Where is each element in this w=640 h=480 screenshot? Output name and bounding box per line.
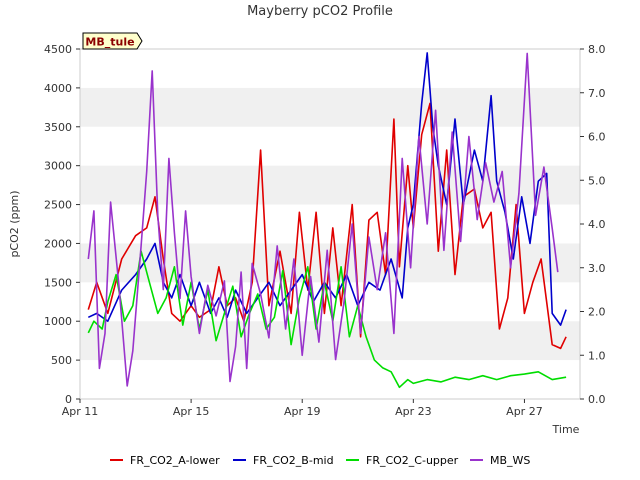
y2-tick-label: 1.0 — [588, 349, 606, 362]
series-layer — [87, 52, 567, 389]
y-tick-label: 1000 — [44, 315, 72, 328]
y2-tick-label: 4.0 — [588, 218, 606, 231]
y-tick-label: 2500 — [44, 199, 72, 212]
legend-label: FR_CO2_A-lower — [130, 454, 220, 467]
x-tick-label: Apr 15 — [173, 405, 210, 418]
y2-tick-label: 5.0 — [588, 174, 606, 187]
x-tick-label: Apr 11 — [62, 405, 99, 418]
y-tick-label: 0 — [65, 393, 72, 406]
x-axis-label: Time — [552, 423, 580, 436]
y2-tick-label: 0.0 — [588, 393, 606, 406]
chart-title: Mayberry pCO2 Profile — [247, 4, 393, 19]
site-badge-label: MB_tule — [85, 36, 134, 49]
y2-tick-label: 8.0 — [588, 43, 606, 56]
y-axis-left: 0 500 1000 1500 2000 2500 3000 3500 4000 4500 — [44, 43, 80, 406]
y-tick-label: 4500 — [44, 43, 72, 56]
x-tick-label: Apr 23 — [395, 405, 432, 418]
y-tick-label: 1500 — [44, 276, 72, 289]
site-badge-shape — [82, 32, 143, 50]
y-tick-label: 3000 — [44, 160, 72, 173]
y2-tick-label: 3.0 — [588, 262, 606, 275]
y2-tick-label: 7.0 — [588, 87, 606, 100]
y-axis-label: pCO2 (ppm) — [8, 190, 21, 257]
plot-band — [80, 321, 580, 361]
series-line-FR_CO2_C-upper — [87, 250, 567, 389]
plot-band — [80, 87, 580, 127]
series-line-MB_WS — [87, 52, 559, 387]
y-tick-label: 3500 — [44, 121, 72, 134]
y2-tick-label: 6.0 — [588, 131, 606, 144]
legend: FR_CO2_A-lower FR_CO2_B-mid FR_CO2_C-upper… — [110, 454, 530, 467]
y-tick-label: 4000 — [44, 82, 72, 95]
x-tick-label: Apr 27 — [506, 405, 543, 418]
series-line-FR_CO2_A-lower — [87, 102, 567, 350]
y-tick-label: 2000 — [44, 237, 72, 250]
legend-label: FR_CO2_B-mid — [253, 454, 334, 467]
legend-label: FR_CO2_C-upper — [366, 454, 459, 467]
y-tick-label: 500 — [51, 354, 72, 367]
site-badge: MB_tule — [82, 32, 143, 50]
x-axis: Apr 11 Apr 15 Apr 19 Apr 23 Apr 27 — [62, 399, 543, 418]
x-tick-label: Apr 19 — [284, 405, 321, 418]
y-axis-right: 0.0 1.0 2.0 3.0 4.0 5.0 6.0 7.0 8.0 — [580, 43, 606, 406]
legend-label: MB_WS — [490, 454, 530, 467]
y2-tick-label: 2.0 — [588, 306, 606, 319]
